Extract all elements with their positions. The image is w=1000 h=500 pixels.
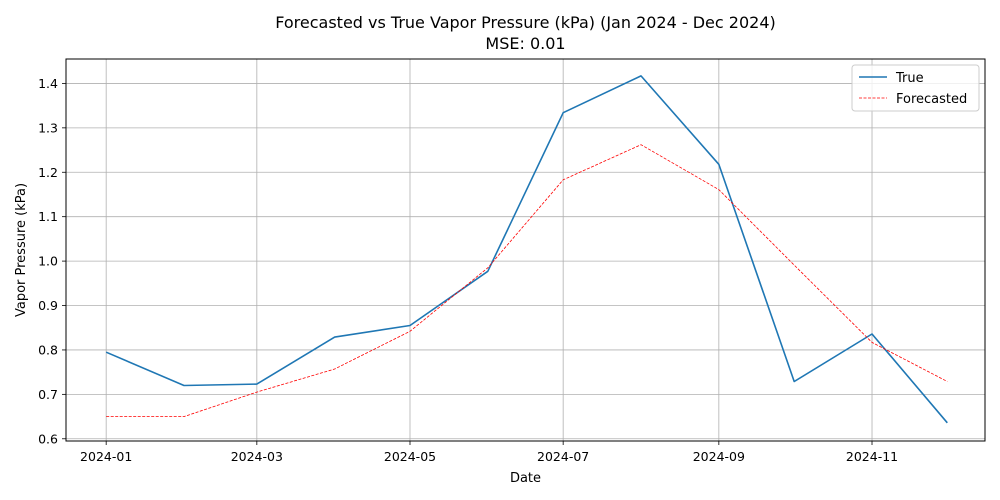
legend: True Forecasted: [851, 64, 980, 112]
x-tick-label: 2024-03: [231, 449, 283, 464]
x-tick-label: 2024-09: [693, 449, 745, 464]
legend-label-true: True: [895, 71, 924, 86]
legend-label-forecasted: Forecasted: [896, 92, 967, 107]
y-axis-ticks: 0.6 0.7 0.8 0.9 1.0 1.1 1.2 1.3 1.4: [38, 76, 66, 446]
x-tick-label: 2024-11: [846, 449, 898, 464]
x-tick-label: 2024-01: [80, 449, 132, 464]
x-axis-ticks: 2024-01 2024-03 2024-05 2024-07 2024-09 2024-…: [80, 441, 898, 464]
series-lines: [105, 75, 948, 424]
plot-frame: [65, 58, 986, 442]
y-tick-label: 1.1: [38, 209, 58, 224]
y-tick-label: 1.3: [38, 120, 58, 135]
y-tick-label: 1.4: [38, 76, 58, 91]
y-tick-label: 1.0: [38, 254, 58, 269]
y-tick-label: 0.9: [38, 298, 58, 313]
x-axis-label: Date: [510, 471, 541, 486]
y-tick-label: 1.2: [38, 165, 58, 180]
grid-lines: [66, 59, 985, 441]
chart-subtitle: MSE: 0.01: [485, 34, 565, 53]
series-line-true: [105, 75, 948, 424]
series-line-forecasted: [106, 144, 948, 418]
x-tick-label: 2024-07: [537, 449, 589, 464]
chart-title: Forecasted vs True Vapor Pressure (kPa) …: [275, 13, 776, 32]
y-tick-label: 0.6: [38, 431, 58, 446]
y-axis-label: Vapor Pressure (kPa): [14, 183, 29, 317]
y-tick-label: 0.7: [38, 387, 58, 402]
y-tick-label: 0.8: [38, 342, 58, 357]
x-tick-label: 2024-05: [384, 449, 436, 464]
